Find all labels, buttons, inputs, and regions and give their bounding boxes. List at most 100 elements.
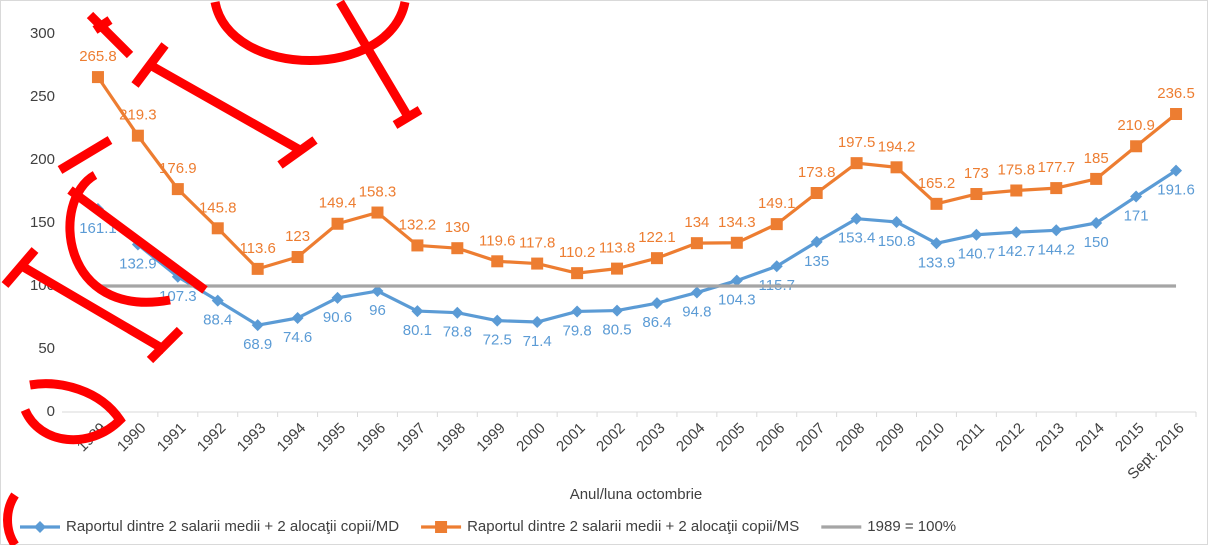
chart: Anul/luna octombrie 05010015020025030019… (0, 0, 1208, 545)
x-tick-label: 1996 (353, 420, 389, 456)
legend: Raportul dintre 2 salarii medii + 2 aloc… (20, 518, 956, 535)
data-label: 173 (964, 165, 989, 182)
x-tick-label: 2003 (633, 420, 669, 456)
data-label: 145.8 (199, 199, 237, 216)
annotation-mark (340, 2, 420, 125)
marker (970, 188, 982, 200)
data-label: 88.4 (203, 312, 232, 329)
x-tick-label: 2015 (1112, 420, 1148, 456)
x-tick-label: 1992 (194, 420, 230, 456)
marker (611, 305, 623, 317)
x-axis-title: Anul/luna octombrie (570, 486, 703, 503)
marker (531, 258, 543, 270)
x-tick-label: 2011 (953, 420, 988, 455)
marker (851, 157, 863, 169)
data-label: 122.1 (638, 229, 676, 246)
data-label: 150.8 (878, 233, 916, 250)
marker (212, 222, 224, 234)
marker (970, 229, 982, 241)
data-label: 149.4 (319, 195, 357, 212)
data-label: 165.2 (918, 175, 956, 192)
data-label: 150 (1084, 234, 1109, 251)
data-label: 142.7 (998, 243, 1036, 260)
marker (1010, 226, 1022, 238)
data-label: 90.6 (323, 309, 352, 326)
data-label: 175.8 (998, 161, 1036, 178)
x-tick-label: 2012 (992, 420, 1028, 456)
marker (92, 71, 104, 83)
data-label: 236.5 (1157, 85, 1195, 102)
x-tick-label: 2001 (553, 420, 589, 456)
marker (252, 263, 264, 275)
x-tick-label: 2007 (793, 420, 829, 456)
data-label: 72.5 (483, 332, 512, 349)
legend-marker (435, 521, 447, 533)
x-tick-label: 2004 (673, 420, 709, 456)
marker (332, 292, 344, 304)
marker (571, 267, 583, 279)
marker (371, 207, 383, 219)
data-label: 197.5 (838, 134, 876, 151)
x-tick-label: 2006 (753, 420, 789, 456)
data-label: 110.2 (559, 244, 595, 261)
data-label: 68.9 (243, 336, 272, 353)
data-label: 132.2 (399, 216, 437, 233)
data-label: 158.3 (359, 184, 397, 201)
data-label: 132.9 (119, 256, 157, 273)
marker (891, 216, 903, 228)
data-label: 219.3 (119, 107, 157, 124)
marker (691, 287, 703, 299)
marker (1050, 182, 1062, 194)
x-tick-label: 2014 (1072, 420, 1108, 456)
data-label: 173.8 (798, 164, 836, 181)
data-label: 104.3 (718, 292, 756, 309)
x-tick-label: 1993 (234, 420, 270, 456)
marker (1170, 108, 1182, 120)
marker (451, 242, 463, 254)
marker (531, 316, 543, 328)
y-tick-label: 150 (30, 214, 55, 231)
marker (891, 161, 903, 173)
marker (491, 255, 503, 267)
x-tick-label: 2008 (833, 420, 869, 456)
data-label: 135 (804, 253, 829, 270)
data-label: 210.9 (1117, 117, 1155, 134)
marker (930, 237, 942, 249)
legend-label: Raportul dintre 2 salarii medii + 2 aloc… (66, 518, 399, 535)
marker (172, 183, 184, 195)
annotation-scribbles (5, 2, 420, 545)
x-tick-label: 2002 (593, 420, 629, 456)
marker (132, 130, 144, 142)
marker (771, 218, 783, 230)
data-label: 144.2 (1037, 241, 1075, 258)
data-label: 133.9 (918, 254, 956, 271)
x-tick-label: 1994 (274, 420, 310, 456)
data-label: 177.7 (1037, 159, 1075, 176)
x-tick-label: 1995 (314, 420, 350, 456)
x-tick-label: 2000 (513, 420, 549, 456)
marker (691, 237, 703, 249)
data-label: 96 (369, 302, 386, 319)
data-label: 149.1 (758, 195, 796, 212)
x-tick-label: 2010 (912, 420, 948, 456)
x-tick-label: 1991 (154, 420, 190, 456)
marker (811, 187, 823, 199)
data-label: 123 (285, 228, 310, 245)
marker (731, 237, 743, 249)
marker (411, 305, 423, 317)
marker (1130, 140, 1142, 152)
data-label: 191.6 (1157, 182, 1195, 199)
data-label: 113.8 (599, 240, 635, 257)
y-tick-label: 0 (47, 403, 55, 420)
marker (292, 312, 304, 324)
marker (292, 251, 304, 263)
marker (1090, 173, 1102, 185)
data-label: 117.8 (519, 235, 555, 252)
x-tick-label: 2009 (873, 420, 909, 456)
marker (332, 218, 344, 230)
data-label: 185 (1084, 150, 1109, 167)
marker (651, 297, 663, 309)
data-label: 78.8 (443, 324, 472, 341)
data-label: 140.7 (958, 246, 996, 263)
marker (930, 198, 942, 210)
